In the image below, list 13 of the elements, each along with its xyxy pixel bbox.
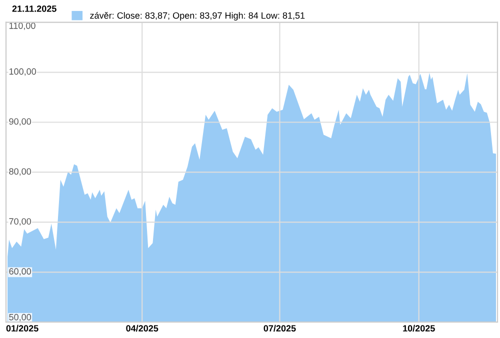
y-tick-label: 110,00 <box>9 22 36 30</box>
text: 21.11.2025 <box>12 5 56 12</box>
y-tick-label: 60,00 <box>9 268 32 276</box>
y-tick-label: 50,00 <box>9 314 32 322</box>
x-tick-label: 04/2025 <box>126 324 158 332</box>
x-tick-label: 10/2025 <box>403 324 435 332</box>
y-tick-label: 100,00 <box>9 68 36 76</box>
x-tick-label: 07/2025 <box>264 324 296 332</box>
x-tick-label: 01/2025 <box>6 324 38 332</box>
y-tick-label: 90,00 <box>9 118 32 126</box>
y-tick-label: 70,00 <box>9 218 32 226</box>
legend-label: závěr: Close: 83,87; Open: 83,97 High: 84 Low: 81,51 <box>90 12 305 20</box>
y-tick-label: 80,00 <box>9 168 32 176</box>
